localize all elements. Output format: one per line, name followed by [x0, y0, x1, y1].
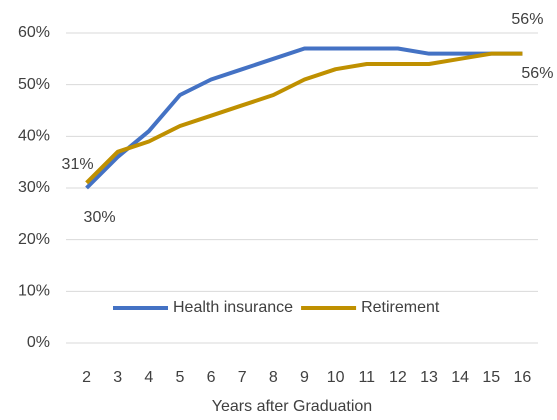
- y-tick-label: 30%: [18, 179, 50, 196]
- x-axis-label: Years after Graduation: [212, 398, 372, 415]
- data-label: 31%: [62, 156, 94, 173]
- x-tick-label: 12: [389, 369, 407, 386]
- y-tick-label: 0%: [27, 334, 50, 351]
- x-tick-label: 13: [420, 369, 438, 386]
- x-tick-label: 15: [482, 369, 500, 386]
- x-tick-label: 14: [451, 369, 469, 386]
- x-tick-label: 4: [144, 369, 153, 386]
- legend-label: Health insurance: [173, 299, 293, 316]
- data-label: 30%: [84, 209, 116, 226]
- x-tick-label: 11: [358, 369, 375, 386]
- data-label: 56%: [521, 65, 553, 82]
- y-tick-label: 40%: [18, 128, 50, 145]
- x-tick-label: 5: [176, 369, 185, 386]
- series-line: [85, 46, 523, 190]
- x-tick-label: 10: [327, 369, 345, 386]
- y-tick-label: 10%: [18, 283, 50, 300]
- series-line: [85, 51, 523, 185]
- x-tick-label: 7: [238, 369, 247, 386]
- x-tick-label: 16: [514, 369, 532, 386]
- legend-label: Retirement: [361, 299, 440, 316]
- data-label: 56%: [511, 11, 543, 28]
- x-tick-label: 6: [207, 369, 216, 386]
- x-tick-label: 8: [269, 369, 278, 386]
- x-tick-label: 9: [300, 369, 309, 386]
- y-tick-label: 50%: [18, 76, 50, 93]
- y-tick-label: 20%: [18, 231, 50, 248]
- y-tick-label: 60%: [18, 24, 50, 41]
- x-tick-label: 2: [82, 369, 91, 386]
- x-tick-label: 3: [113, 369, 122, 386]
